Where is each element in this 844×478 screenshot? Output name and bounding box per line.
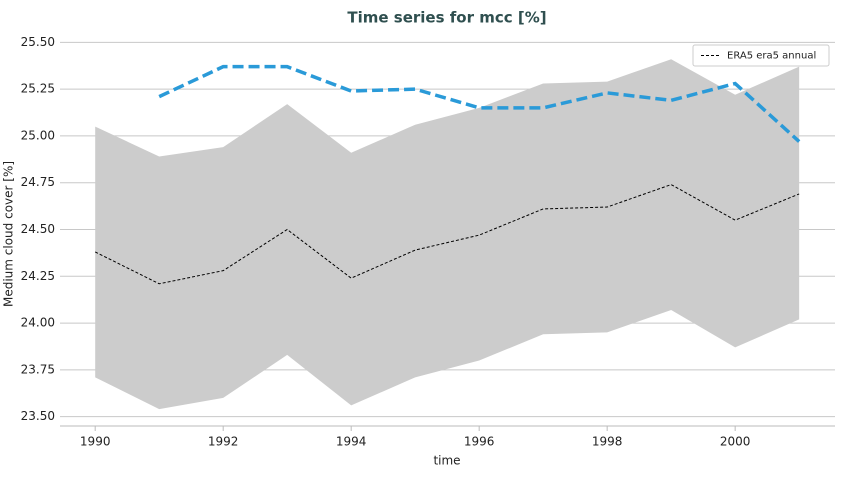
y-tick-label: 25.50 — [21, 35, 55, 49]
x-tick-label: 1992 — [208, 435, 239, 449]
y-tick-label: 25.00 — [21, 128, 55, 142]
y-tick-label: 23.50 — [21, 409, 55, 423]
y-tick-label: 24.00 — [21, 316, 55, 330]
legend-box — [692, 44, 830, 67]
x-tick-label: 1998 — [592, 435, 623, 449]
spread-band — [95, 59, 800, 410]
x-axis-label: time — [433, 454, 460, 468]
x-tick-label: 2000 — [720, 435, 751, 449]
y-tick-label: 24.50 — [21, 222, 55, 236]
x-tick-label: 1990 — [80, 435, 111, 449]
chart-title: Time series for mcc [%] — [347, 9, 546, 27]
y-tick-label: 24.25 — [21, 269, 55, 283]
series-line — [94, 184, 800, 285]
y-axis-label: Medium cloud cover [%] — [2, 161, 16, 307]
x-tick-label: 1996 — [464, 435, 495, 449]
y-tick-label: 23.75 — [21, 362, 55, 376]
series-line — [158, 64, 801, 143]
x-tick-label: 1994 — [336, 435, 367, 449]
y-tick-label: 25.25 — [21, 82, 55, 96]
y-tick-label: 24.75 — [21, 175, 55, 189]
legend-label: ERA5 era5 annual — [727, 51, 816, 62]
